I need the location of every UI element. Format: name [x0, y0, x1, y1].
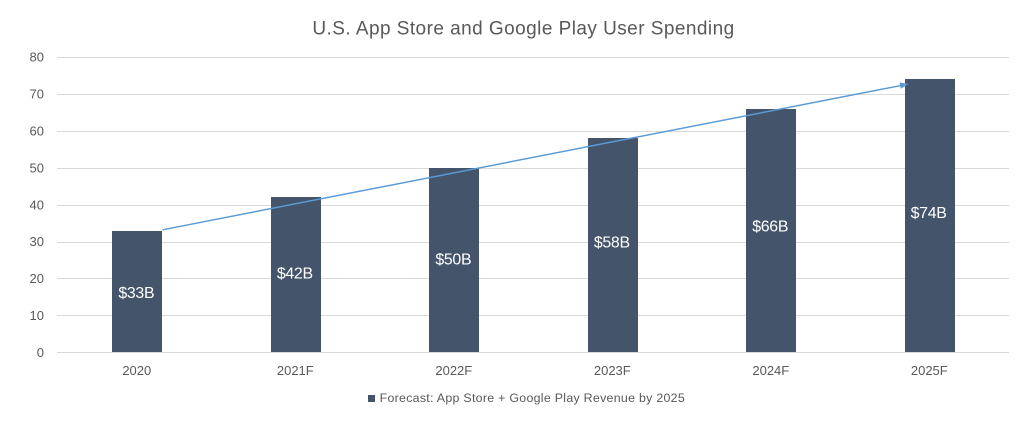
- svg-text:40: 40: [30, 197, 44, 212]
- svg-text:$66B: $66B: [752, 219, 788, 236]
- svg-text:$50B: $50B: [435, 252, 471, 269]
- svg-text:2022F: 2022F: [435, 363, 472, 378]
- svg-text:2024F: 2024F: [752, 363, 789, 378]
- svg-text:$74B: $74B: [911, 205, 947, 222]
- svg-text:30: 30: [30, 234, 44, 249]
- svg-text:2025F: 2025F: [911, 363, 948, 378]
- svg-text:70: 70: [30, 87, 44, 102]
- svg-text:10: 10: [30, 308, 44, 323]
- svg-text:60: 60: [30, 124, 44, 139]
- svg-text:2020: 2020: [122, 363, 151, 378]
- svg-text:50: 50: [30, 160, 44, 175]
- svg-text:U.S. App Store and Google Play: U.S. App Store and Google Play User Spen…: [312, 18, 734, 39]
- svg-text:$33B: $33B: [118, 285, 154, 302]
- svg-text:$58B: $58B: [594, 235, 630, 252]
- svg-text:20: 20: [30, 271, 44, 286]
- svg-text:Forecast: App Store + Google P: Forecast: App Store + Google Play Revenu…: [380, 391, 685, 405]
- svg-text:2023F: 2023F: [594, 363, 631, 378]
- svg-text:2021F: 2021F: [277, 363, 314, 378]
- svg-text:$42B: $42B: [277, 266, 313, 283]
- svg-text:0: 0: [37, 345, 44, 360]
- svg-text:80: 80: [30, 50, 44, 65]
